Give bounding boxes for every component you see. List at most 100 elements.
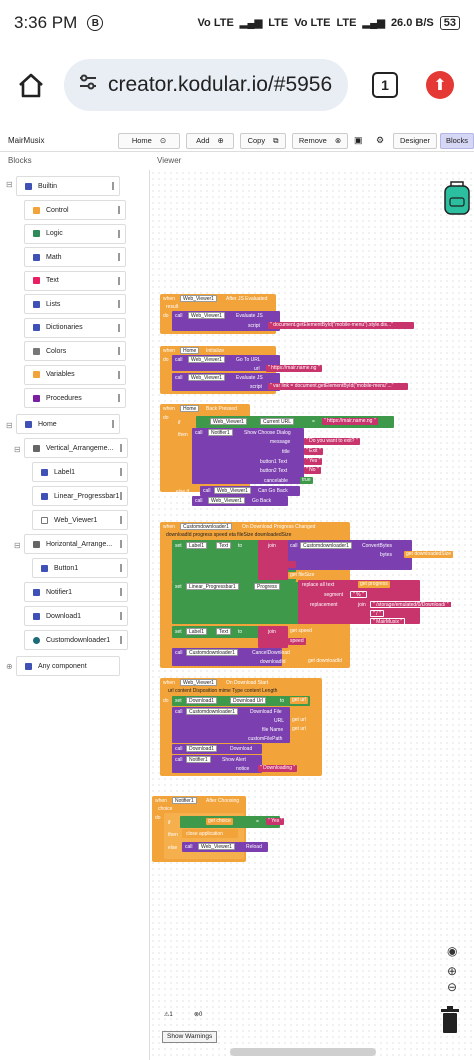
drag-handle[interactable] <box>112 182 114 190</box>
drag-handle[interactable] <box>120 516 122 524</box>
get-block[interactable]: get url <box>290 697 308 704</box>
close-app-block[interactable] <box>182 829 238 838</box>
upload-icon[interactable]: ⬆ <box>426 71 454 99</box>
warning-toggle[interactable]: ⚠1 <box>164 1011 173 1018</box>
blocks-tab[interactable]: Blocks <box>440 132 474 149</box>
horizontal-scrollbar[interactable] <box>230 1048 376 1056</box>
text-block[interactable]: " No " <box>304 467 321 474</box>
collapse-icon[interactable]: ⊟ <box>14 445 21 454</box>
property-dropdown[interactable]: Download Url <box>230 697 267 704</box>
text-block[interactable]: " /storage/emulated/0/Download/ " <box>370 601 452 608</box>
component-dropdown[interactable]: Home <box>180 347 200 354</box>
component-dropdown[interactable]: Customdownloader1 <box>186 708 238 715</box>
property-dropdown[interactable]: Text <box>216 628 232 635</box>
component-dropdown[interactable]: Label1 <box>186 542 208 549</box>
zoom-in-icon[interactable]: ⊕ <box>447 964 458 978</box>
tree-vertical-arrangement[interactable]: Vertical_Arrangeme... <box>24 438 128 458</box>
tree-customdownloader[interactable]: Customdownloader1 <box>24 630 128 650</box>
component-dropdown[interactable]: Customdownloader1 <box>300 542 352 549</box>
recenter-icon[interactable]: ◉ <box>447 944 458 958</box>
url-text[interactable]: creator.kodular.io/#5956 <box>108 73 333 96</box>
tree-builtin-item[interactable]: Math <box>24 247 126 267</box>
drag-handle[interactable] <box>120 540 122 548</box>
drag-handle[interactable] <box>120 492 122 500</box>
zoom-out-icon[interactable]: ⊖ <box>447 980 458 994</box>
expand-icon[interactable]: ⊕ <box>6 662 13 671</box>
logic-block[interactable]: true <box>300 477 313 484</box>
drag-handle[interactable] <box>118 347 120 355</box>
drag-handle[interactable] <box>118 253 120 261</box>
tree-builtin-item[interactable]: Control <box>24 200 126 220</box>
component-dropdown[interactable]: Customdownloader1 <box>186 649 238 656</box>
text-block[interactable]: " MairMusix " <box>370 618 406 625</box>
get-block[interactable]: get downloadId <box>306 658 344 665</box>
address-bar[interactable]: creator.kodular.io/#5956 <box>64 59 348 111</box>
drag-handle[interactable] <box>120 468 122 476</box>
text-block[interactable]: " https://mair.name.ng " <box>322 418 378 425</box>
join-block[interactable] <box>258 540 288 580</box>
component-dropdown[interactable]: Download1 <box>186 745 218 752</box>
text-block[interactable]: " % " <box>350 591 367 598</box>
get-block[interactable]: get speed <box>288 628 314 635</box>
property-dropdown[interactable]: Progress <box>254 583 281 590</box>
property-dropdown[interactable]: Text <box>216 542 232 549</box>
join-block[interactable] <box>258 626 288 648</box>
component-dropdown[interactable]: Notifier1 <box>208 429 233 436</box>
component-dropdown[interactable]: Customdownloader1 <box>180 523 232 530</box>
text-block[interactable]: " https://mair.name.ng " <box>266 365 322 372</box>
text-block[interactable] <box>288 561 296 568</box>
site-settings-icon[interactable] <box>78 73 98 97</box>
tree-notifier[interactable]: Notifier1 <box>24 582 128 602</box>
tree-home[interactable]: Home <box>16 414 120 434</box>
backpack-icon[interactable] <box>440 178 474 223</box>
remove-screen-button[interactable]: Remove ⊗ <box>292 132 348 149</box>
drag-handle[interactable] <box>120 636 122 644</box>
component-dropdown[interactable]: Web_Viewer1 <box>180 679 217 686</box>
collapse-icon[interactable]: ⊟ <box>6 180 13 189</box>
drag-handle[interactable] <box>118 229 120 238</box>
tree-builtin-item[interactable]: Logic <box>24 223 126 244</box>
tree-download[interactable]: Download1 <box>24 606 128 626</box>
component-dropdown[interactable]: Web_Viewer1 <box>214 487 251 494</box>
drag-handle[interactable] <box>118 394 120 402</box>
error-toggle[interactable]: ⊗0 <box>194 1011 202 1018</box>
component-dropdown[interactable]: Web_Viewer1 <box>188 312 225 319</box>
get-block[interactable]: get fileSize <box>288 572 317 579</box>
text-block[interactable]: " Yes " <box>304 458 323 465</box>
get-block[interactable]: get choice <box>206 818 233 825</box>
tree-builtin[interactable]: Builtin <box>16 176 120 196</box>
tree-button1[interactable]: Button1 <box>32 558 128 578</box>
drag-handle[interactable] <box>112 420 114 428</box>
drag-handle[interactable] <box>120 444 122 452</box>
text-block[interactable]: " Do you want to exit? " <box>304 438 360 445</box>
checkpoint-icon[interactable]: ▣ <box>354 135 363 145</box>
tab-switcher-button[interactable]: 1 <box>372 72 398 98</box>
component-dropdown[interactable]: Web_Viewer1 <box>210 418 247 425</box>
property-dropdown[interactable]: Current URL <box>260 418 295 425</box>
component-dropdown[interactable]: Web_Viewer1 <box>188 356 225 363</box>
tree-builtin-item[interactable]: Lists <box>24 294 126 314</box>
home-icon[interactable] <box>12 66 50 104</box>
drag-handle[interactable] <box>118 276 120 285</box>
text-block[interactable]: speed <box>288 638 306 645</box>
tree-builtin-item[interactable]: Variables <box>24 364 126 385</box>
component-dropdown[interactable]: Web_Viewer1 <box>180 295 217 302</box>
screen-select-button[interactable]: Home ⊙ <box>118 132 180 149</box>
text-block[interactable]: " Downloading " <box>258 765 298 772</box>
component-dropdown[interactable]: Web_Viewer1 <box>188 374 225 381</box>
drag-handle[interactable] <box>118 370 120 379</box>
get-block[interactable]: get progress <box>358 581 390 588</box>
designer-tab[interactable]: Designer <box>393 132 437 149</box>
drag-handle[interactable] <box>120 564 122 572</box>
get-block[interactable]: get url <box>290 726 308 733</box>
component-dropdown[interactable]: Linear_Progressbar1 <box>186 583 239 590</box>
text-block[interactable]: " Exit " <box>304 448 323 455</box>
gear-icon[interactable]: ⚙ <box>376 135 385 145</box>
trash-icon[interactable] <box>440 1006 460 1039</box>
tree-label1[interactable]: Label1 <box>32 462 128 482</box>
show-warnings-button[interactable]: Show Warnings <box>162 1031 218 1043</box>
component-dropdown[interactable]: Notifier1 <box>186 756 211 763</box>
text-block[interactable]: " / " <box>370 610 384 617</box>
tree-builtin-item[interactable]: Colors <box>24 341 126 361</box>
tree-any-component[interactable]: Any component <box>16 656 120 676</box>
